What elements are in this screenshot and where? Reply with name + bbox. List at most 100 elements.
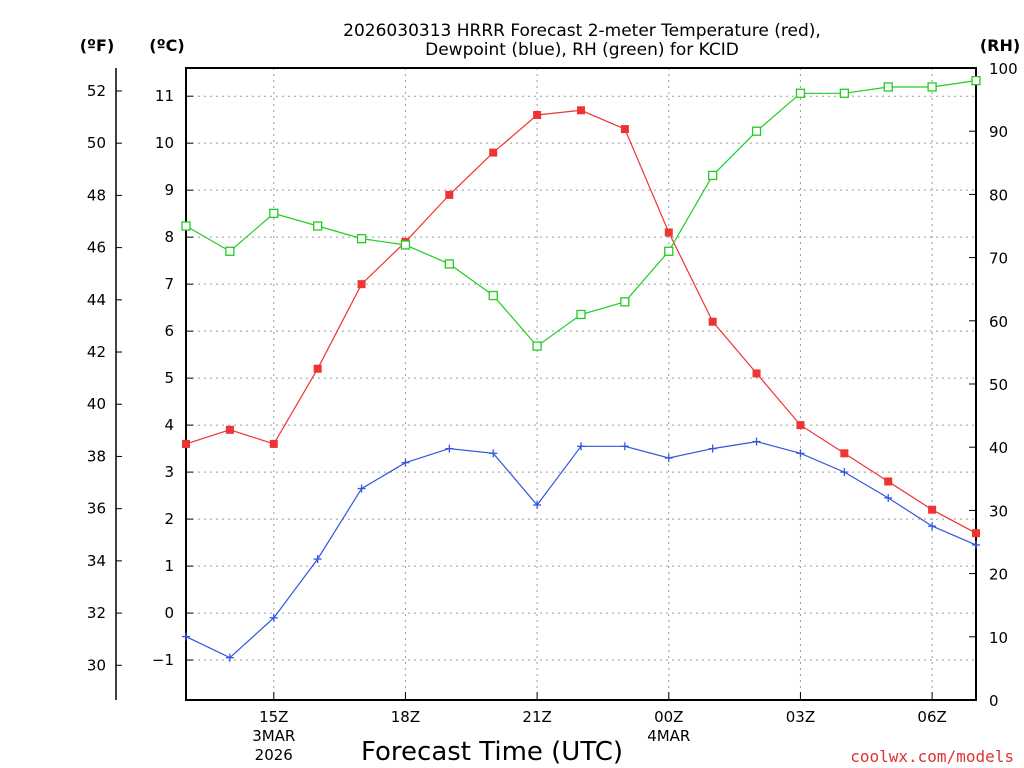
grid-lines [186,68,976,700]
x-tick-label: 06Z [917,708,946,726]
dewpoint-point [752,437,761,446]
fahrenheit-tick-label: 46 [87,239,106,257]
celsius-tick-label: −1 [152,651,174,669]
watermark: coolwx.com/models [850,747,1014,766]
x-tick-label: 21Z [522,708,551,726]
celsius-tick-label: 1 [164,557,174,575]
dewpoint-point [401,458,410,467]
temperature-point [577,106,585,115]
rh-point [839,88,849,98]
temperature-point [840,449,849,458]
rh-point [444,259,454,269]
rh-point [313,221,323,231]
rh-point [576,309,586,320]
x-tick-label: 15Z [259,708,288,726]
dewpoint-point [577,442,585,451]
fahrenheit-tick-label: 48 [87,186,106,204]
temperature-point [357,280,366,289]
celsius-tick-label: 0 [164,604,174,622]
temperature-point [445,190,454,199]
celsius-tick-label: 8 [164,228,174,246]
fahrenheit-tick-label: 38 [87,447,106,465]
dewpoint-point [225,653,234,662]
fahrenheit-tick-label: 44 [87,291,106,309]
dewpoint-point [796,449,805,458]
dewpoint-point [445,444,454,453]
celsius-tick-label: 3 [164,463,174,481]
dewpoint-line [185,440,977,659]
dewpoint-point [928,522,937,531]
x-tick-date-label: 4MAR [647,727,690,745]
rh-tick-label: 0 [989,692,999,710]
celsius-tick-label: 9 [164,181,174,199]
temperature-point [182,439,190,448]
celsius-tick-label: 2 [164,510,174,528]
dewpoint-point [620,442,629,451]
dewpoint-point [182,632,190,641]
dewpoint-point [313,555,322,564]
fahrenheit-tick-label: 36 [87,500,106,518]
x-tick-date-label: 3MAR [252,727,295,745]
dewpoint-point [357,484,366,493]
dewpoint-point [972,540,980,549]
rh-tick-label: 100 [989,60,1018,78]
plot-frame [185,67,977,701]
fahrenheit-tick-label: 50 [87,134,106,152]
celsius-tick-label: 5 [164,369,174,387]
x-tick-label: 00Z [654,708,683,726]
temperature-point [269,439,278,448]
temperature-point [796,421,805,430]
x-tick-label: 03Z [786,708,815,726]
dewpoint-point [533,500,542,509]
celsius-tick-label: 4 [164,416,174,434]
temperature-point [313,364,322,373]
rh-point [269,208,279,219]
rh-point [927,82,937,92]
rh-tick-label: 50 [989,376,1008,394]
rh-point [620,297,630,307]
temperature-line [185,109,977,534]
chart-title-line1: 2026030313 HRRR Forecast 2-meter Tempera… [343,21,821,41]
rh-tick-label: 30 [989,502,1008,520]
dewpoint-point [708,444,717,453]
temperature-point [752,369,761,378]
dewpoint-point [884,493,893,502]
fahrenheit-tick-label: 34 [87,552,106,570]
rh-point [400,240,411,250]
temperature-point [620,125,629,134]
x-tick-label: 18Z [391,708,420,726]
temperature-point [533,110,542,119]
dewpoint-point [489,449,498,458]
axes: 303234363840424446485052−101234567891011… [87,60,1018,764]
fahrenheit-unit-label: (ºF) [80,36,115,55]
temperature-point [884,477,893,486]
rh-point [488,290,498,301]
rh-point [751,126,762,136]
chart-title-line2: Dewpoint (blue), RH (green) for KCID [425,40,739,60]
rh-tick-label: 70 [989,250,1008,268]
temperature-point [664,228,673,237]
celsius-unit-label: (ºC) [149,36,184,55]
celsius-tick-label: 11 [155,87,174,105]
temperature-point [928,505,937,514]
fahrenheit-tick-label: 52 [87,82,106,100]
temperature-point [489,148,498,157]
rh-point [883,82,893,92]
rh-point [225,246,235,256]
fahrenheit-tick-label: 32 [87,604,106,622]
temperature-point [708,317,717,326]
rh-point [664,246,674,256]
rh-line [185,80,977,347]
fahrenheit-tick-label: 30 [87,656,106,674]
rh-point [181,221,191,231]
rh-point [708,170,718,181]
dewpoint-point [664,454,673,463]
x-tick-year-label: 2026 [255,746,293,764]
rh-point [356,233,367,244]
celsius-tick-label: 6 [164,322,174,340]
x-axis-title: Forecast Time (UTC) [361,737,623,767]
celsius-tick-label: 7 [164,275,174,293]
rh-tick-label: 10 [989,629,1008,647]
rh-tick-label: 90 [989,123,1008,141]
